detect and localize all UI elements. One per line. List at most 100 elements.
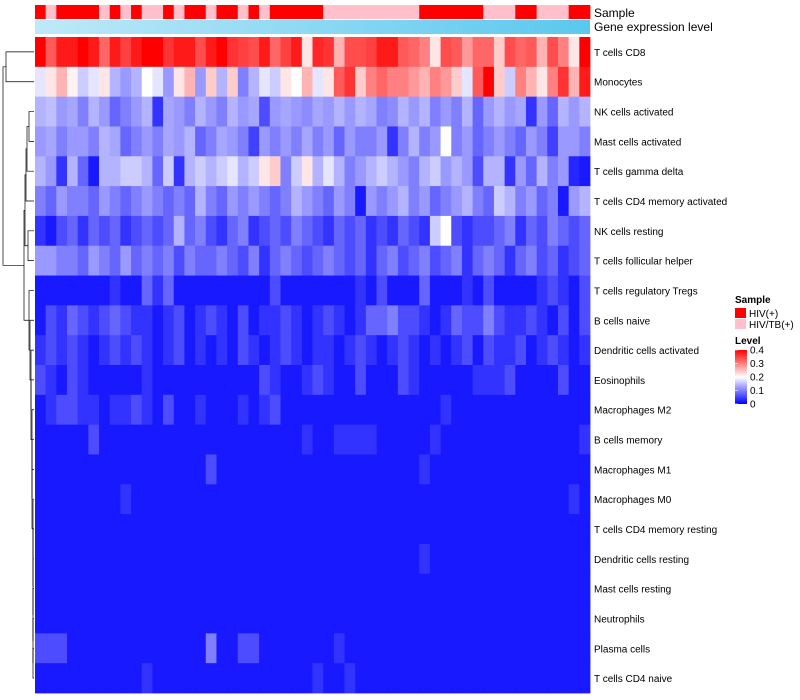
heatmap-cell [312, 37, 324, 68]
heatmap-cell [35, 365, 47, 396]
dendrogram-branch [31, 409, 34, 470]
heatmap-cell [515, 245, 527, 276]
heatmap-cell [515, 66, 527, 98]
heatmap-cell [376, 543, 388, 575]
heatmap-cell [216, 66, 228, 98]
heatmap-cell [163, 663, 175, 694]
heatmap-cell [408, 633, 420, 664]
sample-cell [35, 5, 47, 19]
heatmap-cell [269, 573, 281, 604]
heatmap-cell [515, 156, 527, 187]
heatmap-cell [493, 245, 506, 276]
legend-tick-label: 0.3 [750, 359, 764, 370]
heatmap-cell [248, 365, 260, 396]
heatmap-cell [120, 514, 132, 545]
heatmap-cell [461, 96, 473, 127]
heatmap-cell [333, 37, 345, 68]
heatmap-cell [568, 126, 580, 157]
heatmap-cell [493, 394, 506, 426]
heatmap-cell [88, 186, 100, 217]
heatmap-cell [216, 156, 228, 187]
heatmap-cell [141, 603, 153, 634]
heatmap-cell [195, 96, 207, 127]
heatmap-cell [56, 394, 68, 426]
heatmap-cell [163, 424, 175, 455]
heatmap-cell [376, 514, 388, 545]
row-label: T cells CD4 memory resting [594, 525, 717, 536]
heatmap-cell [387, 335, 399, 366]
row-label: Eosinophils [594, 376, 645, 387]
row-label: Monocytes [594, 78, 642, 89]
heatmap-cell [35, 275, 47, 306]
heatmap-cell [557, 186, 570, 217]
heatmap-cell [440, 96, 452, 127]
row-label: B cells memory [594, 436, 662, 447]
heatmap-cell [131, 126, 143, 157]
heatmap-cell [525, 424, 538, 455]
heatmap-cell [568, 335, 580, 366]
heatmap-cell [280, 603, 292, 634]
heatmap-cell [408, 543, 420, 575]
heatmap-cell [163, 454, 175, 485]
heatmap-cell [301, 275, 313, 306]
legend-tick-label: 0 [750, 400, 756, 411]
heatmap-cell [227, 663, 239, 694]
heatmap-cell [504, 603, 516, 634]
heatmap-cell [237, 245, 249, 276]
heatmap-cell [344, 245, 356, 276]
heatmap-cell [67, 186, 79, 217]
row-label: B cells naive [594, 316, 651, 327]
heatmap-cell [35, 663, 47, 694]
heatmap-cell [493, 37, 506, 68]
sample-annotation-track [35, 5, 591, 19]
heatmap-cell [205, 96, 217, 127]
heatmap-cell [461, 66, 473, 98]
heatmap-cell [397, 514, 409, 545]
heatmap-cell [355, 305, 367, 336]
heatmap-cell [227, 394, 239, 426]
heatmap-cell [568, 603, 580, 634]
heatmap-cell [376, 454, 388, 485]
heatmap-cell [344, 603, 356, 634]
heatmap-cell [429, 514, 441, 545]
sample-cell [280, 5, 292, 19]
heatmap-cell [579, 66, 591, 98]
heatmap-cell [323, 335, 335, 366]
heatmap-cell [227, 484, 239, 515]
heatmap-cell [419, 365, 431, 396]
heatmap-cell [77, 66, 89, 98]
heatmap-cell [483, 156, 495, 187]
heatmap-cell [376, 186, 388, 217]
heatmap-cell [333, 394, 345, 426]
heatmap-cell [131, 305, 143, 336]
heatmap-cell [451, 96, 463, 127]
heatmap-cell [67, 484, 79, 515]
sample-cell [227, 5, 239, 19]
heatmap-cell [365, 663, 377, 694]
heatmap-cell [173, 275, 185, 306]
heatmap-cell [344, 663, 356, 694]
heatmap-cell [376, 275, 388, 306]
heatmap-cell [45, 96, 57, 127]
heatmap-cell [173, 514, 185, 545]
sample-cell [216, 5, 228, 19]
heatmap-cell [483, 126, 495, 157]
heatmap-cell [99, 156, 111, 187]
heatmap-cell [109, 394, 121, 426]
heatmap-cell [280, 156, 292, 187]
heatmap-cell [547, 394, 559, 426]
heatmap-cell [109, 484, 121, 515]
heatmap-cell [301, 394, 313, 426]
heatmap-cell [131, 156, 143, 187]
heatmap-cell [355, 484, 367, 515]
heatmap-cell [333, 454, 345, 485]
heatmap-cell [493, 663, 506, 694]
heatmap-cell [397, 484, 409, 515]
heatmap-cell [323, 156, 335, 187]
heatmap-cell [291, 663, 303, 694]
heatmap-cell [451, 365, 463, 396]
heatmap-cell [461, 186, 473, 217]
heatmap-cell [323, 215, 335, 247]
heatmap-cell [387, 156, 399, 187]
heatmap-cell [355, 514, 367, 545]
